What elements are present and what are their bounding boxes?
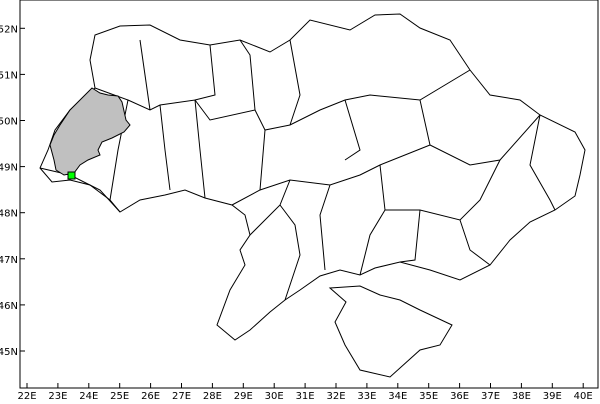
x-tick-label: 26E bbox=[141, 391, 160, 400]
y-tick-label: 52N bbox=[0, 24, 18, 35]
x-tick-label: 30E bbox=[265, 391, 284, 400]
y-tick-label: 51N bbox=[0, 70, 18, 81]
x-tick-label: 24E bbox=[79, 391, 98, 400]
x-tick-label: 31E bbox=[296, 391, 315, 400]
x-tick-label: 35E bbox=[419, 391, 438, 400]
y-tick-label: 47N bbox=[0, 255, 18, 266]
highlighted-region-lviv[interactable] bbox=[49, 87, 131, 176]
x-tick-label: 39E bbox=[543, 391, 562, 400]
y-tick-label: 48N bbox=[0, 209, 18, 220]
y-tick-label: 49N bbox=[0, 163, 18, 174]
x-tick-label: 23E bbox=[48, 391, 67, 400]
x-tick-label: 40E bbox=[574, 391, 593, 400]
location-marker[interactable] bbox=[67, 171, 76, 180]
x-tick-label: 29E bbox=[234, 391, 253, 400]
y-tick-label: 50N bbox=[0, 117, 18, 128]
x-tick-label: 28E bbox=[203, 391, 222, 400]
x-tick-label: 27E bbox=[172, 391, 191, 400]
x-tick-label: 38E bbox=[512, 391, 531, 400]
y-tick-label: 45N bbox=[0, 347, 18, 358]
crimea-outline bbox=[328, 285, 453, 378]
x-tick-label: 33E bbox=[357, 391, 376, 400]
x-tick-label: 32E bbox=[326, 391, 345, 400]
y-axis: 45N 46N 47N 48N 49N 50N 51N 52N bbox=[0, 24, 25, 358]
x-axis: 22E 23E 24E 25E 26E 27E 28E 29E 30E 31E 32E 33E 34E 3… bbox=[17, 383, 593, 402]
x-tick-label: 37E bbox=[481, 391, 500, 400]
x-tick-label: 34E bbox=[388, 391, 407, 400]
x-tick-label: 36E bbox=[450, 391, 469, 400]
x-tick-label: 22E bbox=[17, 391, 36, 400]
x-tick-label: 25E bbox=[110, 391, 129, 400]
y-tick-label: 46N bbox=[0, 301, 18, 312]
region-boundaries bbox=[39, 39, 556, 301]
